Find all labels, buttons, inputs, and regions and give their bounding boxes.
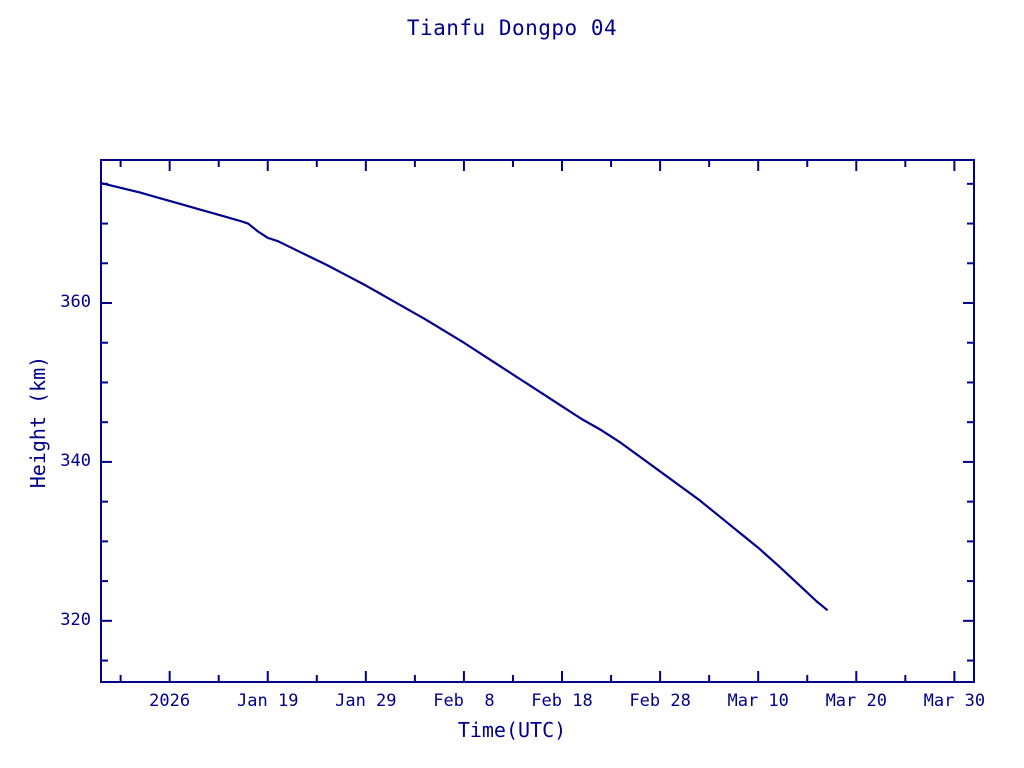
x-tick-label: Mar 30 (923, 691, 986, 711)
x-tick-label: Mar 10 (727, 691, 789, 711)
x-tick-label: Feb 28 (629, 691, 691, 711)
plot-frame (100, 159, 975, 683)
x-tick-label: Feb 8 (433, 691, 495, 711)
y-tick-label: 340 (60, 450, 91, 471)
y-axis-title: Height (km) (26, 355, 50, 489)
y-tick-label: 320 (60, 609, 91, 630)
x-tick-label: Jan 19 (237, 691, 299, 711)
x-tick-label: Feb 18 (531, 691, 593, 711)
data-line-height (99, 181, 828, 611)
x-tick-label: Jan 29 (335, 691, 397, 711)
axis-ticks (101, 160, 974, 682)
axes-frame (100, 159, 975, 683)
x-tick-label: 2026 (149, 691, 191, 711)
chart-title: Tianfu Dongpo 04 (406, 16, 618, 40)
x-tick-label: Mar 20 (825, 691, 887, 711)
y-tick-label: 360 (60, 292, 91, 312)
data-series-group (99, 181, 828, 611)
x-axis-title: Time(UTC) (457, 718, 567, 742)
